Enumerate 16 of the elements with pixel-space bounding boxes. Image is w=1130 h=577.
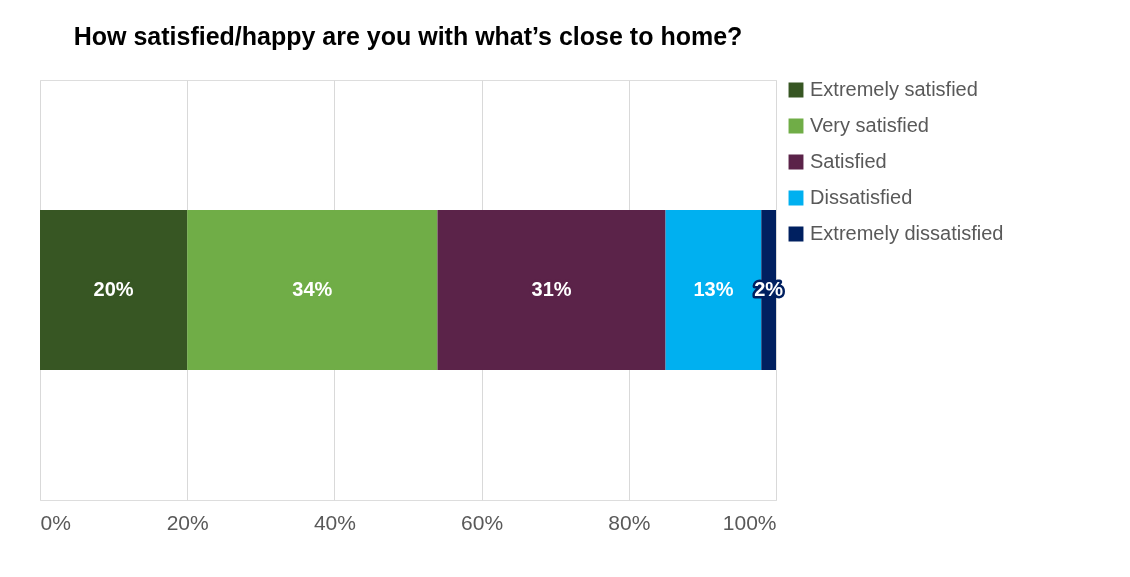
- data-label: 34%: [292, 278, 333, 300]
- data-label: 13%: [693, 278, 734, 300]
- x-tick-label: 20%: [166, 510, 209, 534]
- x-tick-label: 80%: [608, 510, 651, 534]
- x-tick-label: 40%: [313, 510, 356, 534]
- legend-label: Extremely satisfied: [810, 78, 978, 100]
- legend-label: Satisfied: [810, 150, 887, 172]
- data-label: 20%: [93, 278, 134, 300]
- legend-label: Very satisfied: [810, 114, 929, 136]
- chart-title: How satisfied/happy are you with what’s close to home?: [73, 22, 743, 50]
- legend-label: Extremely dissatisfied: [810, 222, 1004, 244]
- x-tick-label: 100%: [722, 510, 777, 534]
- x-tick-label: 0%: [40, 510, 71, 534]
- legend-label: Dissatisfied: [810, 186, 913, 208]
- x-tick-label: 60%: [461, 510, 504, 534]
- data-label: 31%: [531, 278, 572, 300]
